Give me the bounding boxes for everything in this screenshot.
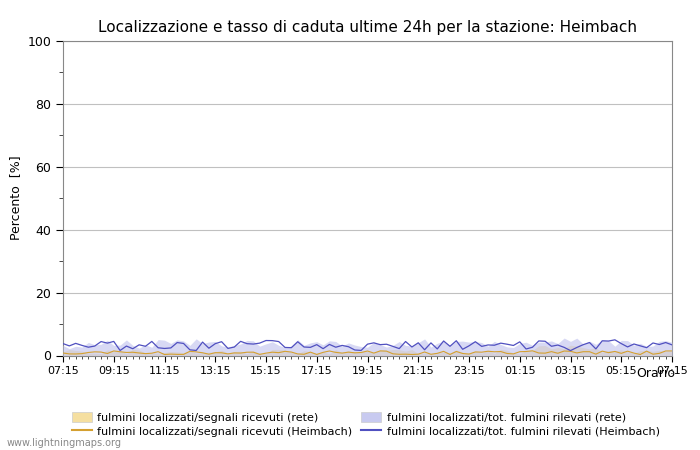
Text: Orario: Orario — [636, 367, 676, 380]
Legend: fulmini localizzati/segnali ricevuti (rete), fulmini localizzati/segnali ricevut: fulmini localizzati/segnali ricevuti (re… — [69, 409, 664, 440]
Text: www.lightningmaps.org: www.lightningmaps.org — [7, 438, 122, 448]
Title: Localizzazione e tasso di caduta ultime 24h per la stazione: Heimbach: Localizzazione e tasso di caduta ultime … — [98, 20, 637, 35]
Y-axis label: Percento  [%]: Percento [%] — [9, 156, 22, 240]
